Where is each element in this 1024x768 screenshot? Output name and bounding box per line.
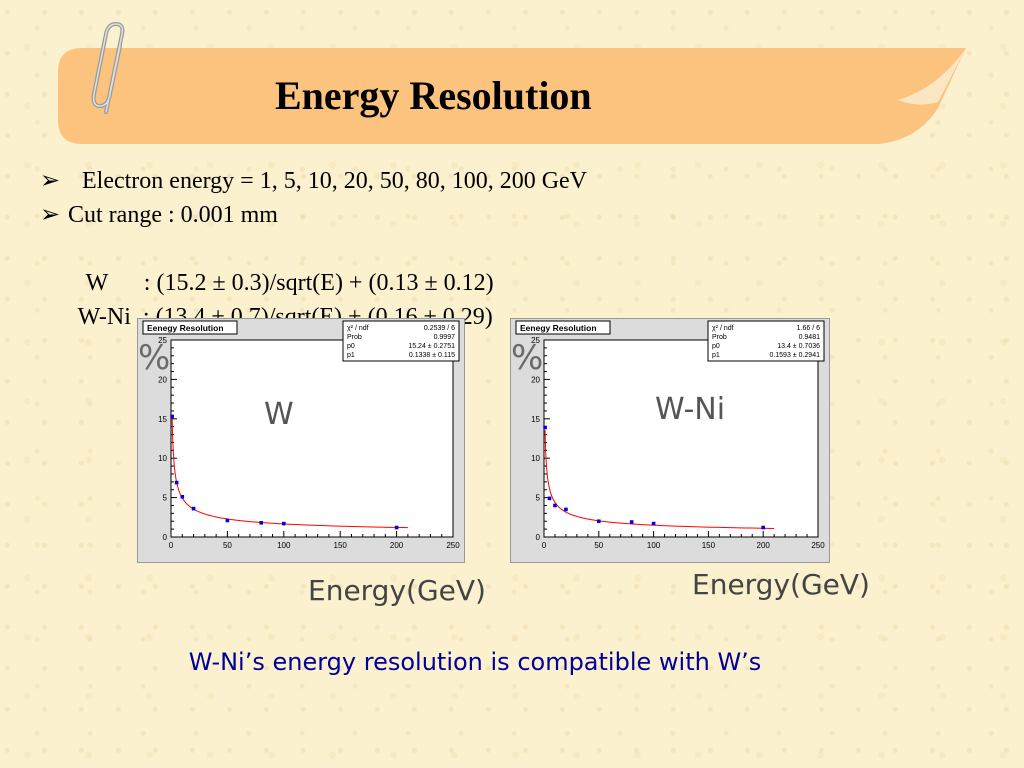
y-tick-label: 5 — [536, 494, 541, 503]
stats-box — [707, 320, 825, 362]
arrow-bullet-icon: ➢ — [40, 202, 61, 228]
data-point — [170, 414, 174, 419]
stats-label: p0 — [347, 343, 355, 350]
stats-value: 0.9481 — [799, 334, 821, 341]
plot-area — [170, 339, 454, 538]
bullet-item: ➢ Cut range : 0.001 mm — [40, 198, 587, 232]
data-point — [651, 521, 656, 526]
material-label-wni: W-Ni — [655, 392, 726, 427]
fit-line — [171, 415, 408, 529]
chart-title-box — [142, 320, 238, 335]
stats-label: Prob — [712, 334, 727, 341]
stats-value: 0.1593 ± 0.2941 — [769, 352, 820, 359]
y-tick-label: 0 — [536, 533, 541, 542]
data-point — [394, 525, 399, 530]
stats-value: 13.4 ± 0.7036 — [777, 343, 820, 350]
data-point — [547, 496, 552, 501]
x-axis-caption-wni: Energy(GeV) — [692, 568, 870, 601]
stats-label: p0 — [712, 343, 720, 350]
conclusion-text: W-Ni’s energy resolution is compatible w… — [188, 648, 762, 676]
x-tick-label: 0 — [542, 541, 547, 550]
chart-title: Eenegy Resolution — [147, 323, 224, 333]
x-tick-label: 150 — [702, 541, 716, 550]
x-tick-label: 250 — [446, 541, 460, 550]
y-tick-label: 25 — [158, 336, 167, 345]
data-point — [761, 525, 765, 530]
x-tick-label: 50 — [594, 541, 603, 550]
data-point — [597, 519, 601, 524]
chart-panel-wni: Eenegy Resolution 0 50 100 150 200 250 0 5 10 15 20… — [510, 318, 830, 568]
x-tick-label: 0 — [169, 541, 174, 550]
y-tick-label: 20 — [531, 375, 540, 384]
data-point — [259, 521, 264, 525]
data-point — [282, 521, 286, 526]
stats-label: χ² / ndf — [347, 325, 369, 332]
bullet-list: ➢ Electron energy = 1, 5, 10, 20, 50, 80… — [40, 164, 587, 330]
chart-title-box — [515, 320, 611, 335]
stats-value: 0.9997 — [434, 334, 456, 341]
x-tick-label: 100 — [647, 541, 661, 550]
stats-label: Prob — [347, 334, 362, 341]
x-tick-label: 150 — [334, 541, 348, 550]
stats-box — [342, 320, 460, 362]
stats-value: 1.66 / 6 — [797, 325, 820, 332]
data-point — [191, 506, 196, 511]
y-tick-label: 10 — [531, 454, 540, 463]
stats-label: p1 — [712, 352, 720, 359]
stats-label: p1 — [347, 352, 355, 359]
arrow-bullet-icon: ➢ — [40, 168, 61, 194]
y-tick-label: 0 — [163, 533, 168, 542]
fit-line — [544, 430, 775, 529]
data-point — [564, 507, 568, 512]
data-point — [553, 503, 557, 508]
chart-title: Eenegy Resolution — [520, 323, 597, 333]
x-tick-label: 200 — [757, 541, 771, 550]
y-tick-label: 20 — [158, 375, 167, 384]
data-point — [543, 425, 547, 430]
data-point — [629, 520, 634, 524]
chart-w: Eenegy Resolution 0 50 100 150 200 250 0 5 10 15 20… — [137, 318, 465, 563]
data-point — [180, 495, 185, 499]
stats-value: 0.1338 ± 0.115 — [409, 352, 455, 359]
x-tick-label: 50 — [223, 541, 232, 550]
formula-w: W : (15.2 ± 0.3)/sqrt(E) + (0.13 ± 0.12) — [85, 270, 494, 296]
y-unit-label: % — [511, 338, 544, 378]
material-label-w: W — [264, 397, 294, 432]
y-tick-label: 15 — [531, 415, 540, 424]
y-unit-label: % — [138, 338, 171, 378]
y-tick-label: 25 — [531, 336, 540, 345]
x-tick-label: 250 — [811, 541, 825, 550]
chart-panel-w: Eenegy Resolution 0 50 100 150 200 250 0 5 10 15 20… — [137, 318, 465, 568]
y-tick-label: 5 — [163, 494, 168, 503]
data-point — [174, 480, 179, 485]
stats-value: 15.24 ± 0.2751 — [408, 343, 455, 350]
slide-title: Energy Resolution — [275, 73, 592, 118]
x-tick-label: 200 — [390, 541, 404, 550]
stats-value: 0.2539 / 6 — [424, 325, 455, 332]
y-tick-label: 15 — [158, 415, 167, 424]
data-point — [225, 518, 230, 523]
plot-area — [543, 339, 819, 538]
bullet-item: ➢ Electron energy = 1, 5, 10, 20, 50, 80… — [40, 164, 587, 198]
x-axis-caption-w: Energy(GeV) — [308, 574, 486, 607]
stats-label: χ² / ndf — [712, 325, 734, 332]
y-tick-label: 10 — [158, 454, 167, 463]
chart-wni: Eenegy Resolution 0 50 100 150 200 250 0 5 10 15 20… — [510, 318, 830, 563]
x-tick-label: 100 — [277, 541, 291, 550]
paperclip-icon — [91, 22, 125, 114]
title-banner — [58, 48, 966, 144]
